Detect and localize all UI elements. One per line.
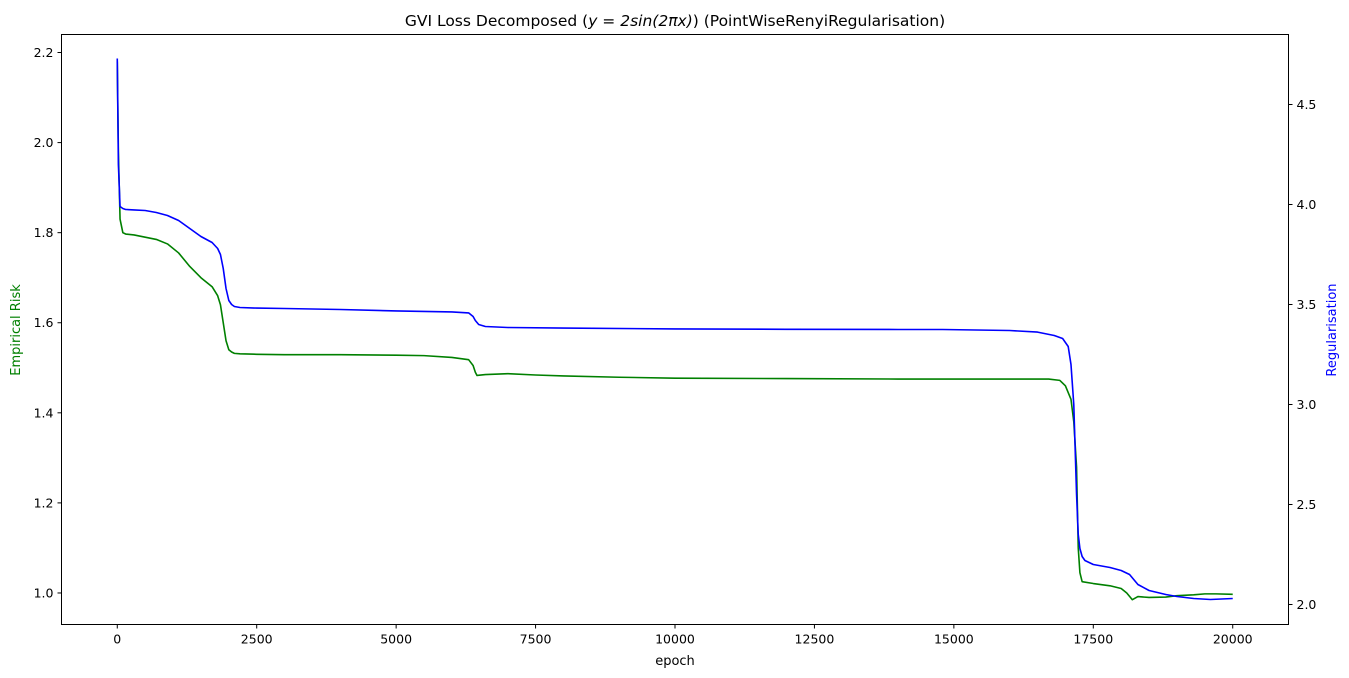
plot-lines — [116, 58, 1233, 601]
right-tick-label: 2.0 — [1297, 597, 1317, 612]
right-tick-label: 3.0 — [1297, 397, 1317, 412]
right-axis-ticks: 2.0 2.5 3.0 3.5 4.0 4.5 — [1288, 97, 1317, 612]
right-tick-label: 2.5 — [1297, 497, 1317, 512]
left-axis-label: Empirical Risk — [9, 284, 24, 376]
left-tick-label: 1.0 — [34, 585, 54, 600]
x-tick-label: 20000 — [1213, 632, 1253, 647]
x-tick-label: 15000 — [934, 632, 974, 647]
plot-frame — [61, 34, 1289, 625]
chart-title: GVI Loss Decomposed (y = 2sin(2πx)) (Poi… — [405, 12, 945, 30]
x-axis-ticks: 0 2500 5000 7500 10000 12500 15000 17500 20000 — [113, 624, 1253, 647]
right-tick-label: 4.5 — [1297, 97, 1317, 112]
x-axis-label: epoch — [655, 654, 695, 669]
x-tick-label: 10000 — [655, 632, 695, 647]
left-tick-label: 1.8 — [34, 225, 54, 240]
left-tick-label: 1.6 — [34, 315, 54, 330]
left-tick-label: 2.0 — [34, 135, 54, 150]
right-tick-label: 3.5 — [1297, 297, 1317, 312]
x-tick-label: 12500 — [795, 632, 835, 647]
left-tick-label: 1.2 — [34, 495, 54, 510]
x-tick-label: 0 — [113, 632, 121, 647]
chart-title-suffix: ) (PointWiseRenyiRegularisation) — [693, 12, 945, 30]
series-line-empirical-risk — [116, 61, 1233, 601]
left-tick-label: 1.4 — [34, 405, 54, 420]
left-tick-label: 2.2 — [34, 45, 54, 60]
right-axis-label: Regularisation — [1325, 283, 1340, 376]
chart-title-math: y = 2sin(2πx) — [587, 12, 693, 30]
x-tick-label: 2500 — [241, 632, 273, 647]
chart-title-prefix: GVI Loss Decomposed ( — [405, 12, 588, 30]
series-line-regularisation — [116, 58, 1233, 601]
x-tick-label: 5000 — [380, 632, 412, 647]
right-tick-label: 4.0 — [1297, 197, 1317, 212]
x-tick-label: 7500 — [520, 632, 552, 647]
x-tick-label: 17500 — [1073, 632, 1113, 647]
left-axis-ticks: 1.0 1.2 1.4 1.6 1.8 2.0 2.2 — [34, 45, 62, 600]
